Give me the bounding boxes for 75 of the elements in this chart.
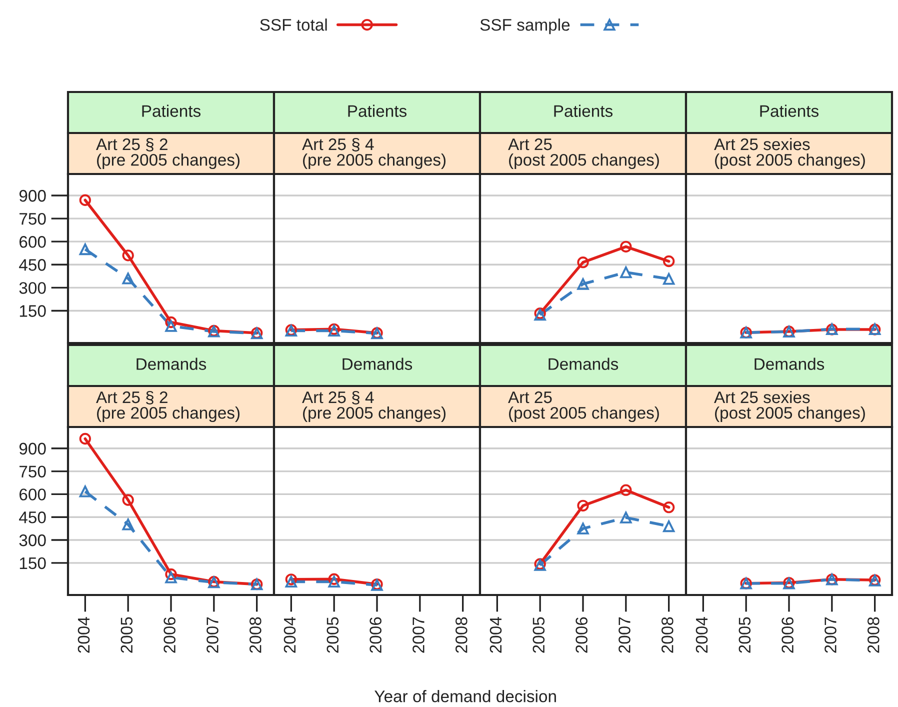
point bbox=[79, 432, 92, 445]
y-tick-label: 900 bbox=[19, 442, 46, 455]
chart-subtitle: Art 25 sexies (post 2005 changes) bbox=[714, 390, 865, 422]
chart-title: Patients bbox=[554, 104, 613, 117]
y-tick-label: 750 bbox=[20, 466, 46, 478]
x-tick-label: 2006 bbox=[164, 617, 176, 653]
x-tick-label: 2008 bbox=[868, 617, 880, 653]
chart-subtitle: Art 25 § 4 (pre 2005 changes) bbox=[302, 390, 446, 422]
point bbox=[620, 512, 632, 524]
x-tick-label: 2006 bbox=[782, 617, 794, 653]
point bbox=[662, 502, 675, 514]
y-tick-label: 150 bbox=[20, 305, 46, 317]
x-tick-label: 2004 bbox=[78, 617, 90, 653]
chart-subtitle: Art 25 § 2 (pre 2005 changes) bbox=[96, 138, 240, 170]
y-tick-label: 150 bbox=[20, 557, 46, 570]
chart-title: Demands bbox=[754, 358, 824, 370]
point bbox=[577, 278, 589, 290]
point bbox=[122, 250, 134, 262]
x-tick-label: 2005 bbox=[326, 617, 339, 653]
point bbox=[577, 522, 589, 534]
point bbox=[620, 266, 632, 278]
point bbox=[122, 518, 134, 530]
x-tick-label: 2008 bbox=[662, 617, 674, 653]
point bbox=[620, 484, 632, 496]
x-tick-label: 2004 bbox=[696, 617, 708, 653]
x-tick-label: 2007 bbox=[412, 617, 424, 653]
point bbox=[620, 240, 632, 253]
x-tick-label: 2004 bbox=[284, 617, 296, 653]
point bbox=[165, 320, 177, 332]
point bbox=[662, 255, 675, 268]
y-tick-label: 450 bbox=[19, 259, 46, 271]
point bbox=[165, 316, 177, 328]
chart-subtitle: Art 25 § 2 (pre 2005 changes) bbox=[96, 390, 240, 422]
chart-subtitle: Art 25 (post 2005 changes) bbox=[508, 138, 659, 170]
x-tick-label: 2004 bbox=[490, 617, 502, 653]
point bbox=[662, 520, 675, 532]
chart-title: Demands bbox=[548, 358, 618, 370]
point bbox=[577, 256, 589, 268]
x-tick-label: 2005 bbox=[532, 617, 545, 653]
x-tick-label: 2005 bbox=[738, 617, 751, 653]
y-tick-label: 600 bbox=[20, 236, 46, 248]
y-tick-label: 450 bbox=[19, 512, 46, 524]
legend-label: SSF sample bbox=[480, 18, 570, 34]
chart-subtitle: Art 25 (post 2005 changes) bbox=[508, 391, 659, 422]
chart-title: Patients bbox=[760, 104, 819, 117]
x-tick-label: 2005 bbox=[120, 617, 133, 653]
x-tick-label: 2008 bbox=[456, 617, 468, 653]
point bbox=[79, 243, 92, 256]
y-tick-label: 600 bbox=[20, 488, 46, 500]
chart-subtitle: Art 25 sexies (post 2005 changes) bbox=[714, 138, 865, 170]
point bbox=[79, 486, 92, 498]
chart-title: Patients bbox=[142, 104, 201, 117]
point bbox=[577, 500, 589, 512]
chart-title: Demands bbox=[342, 358, 412, 370]
y-tick-label: 750 bbox=[20, 212, 46, 225]
point bbox=[165, 572, 177, 584]
x-tick-label: 2008 bbox=[250, 617, 262, 653]
point bbox=[165, 568, 177, 580]
chart-title: Demands bbox=[136, 358, 206, 370]
y-tick-label: 300 bbox=[19, 534, 46, 546]
point bbox=[122, 494, 134, 506]
x-tick-label: 2006 bbox=[576, 617, 588, 653]
y-tick-label: 300 bbox=[19, 282, 46, 294]
point bbox=[122, 272, 134, 284]
point bbox=[662, 273, 675, 285]
x-tick-label: 2007 bbox=[824, 617, 836, 653]
chart-title: Patients bbox=[348, 104, 407, 117]
x-tick-label: 2007 bbox=[618, 617, 630, 653]
y-tick-label: 900 bbox=[19, 190, 46, 202]
x-tick-label: 2007 bbox=[206, 617, 218, 653]
x-tick-label: 2006 bbox=[370, 617, 382, 653]
x-axis-title: Year of demand decision bbox=[374, 690, 556, 702]
point bbox=[79, 194, 92, 206]
legend-label: SSF total bbox=[260, 18, 327, 31]
chart-subtitle: Art 25 § 4 (pre 2005 changes) bbox=[302, 138, 446, 170]
